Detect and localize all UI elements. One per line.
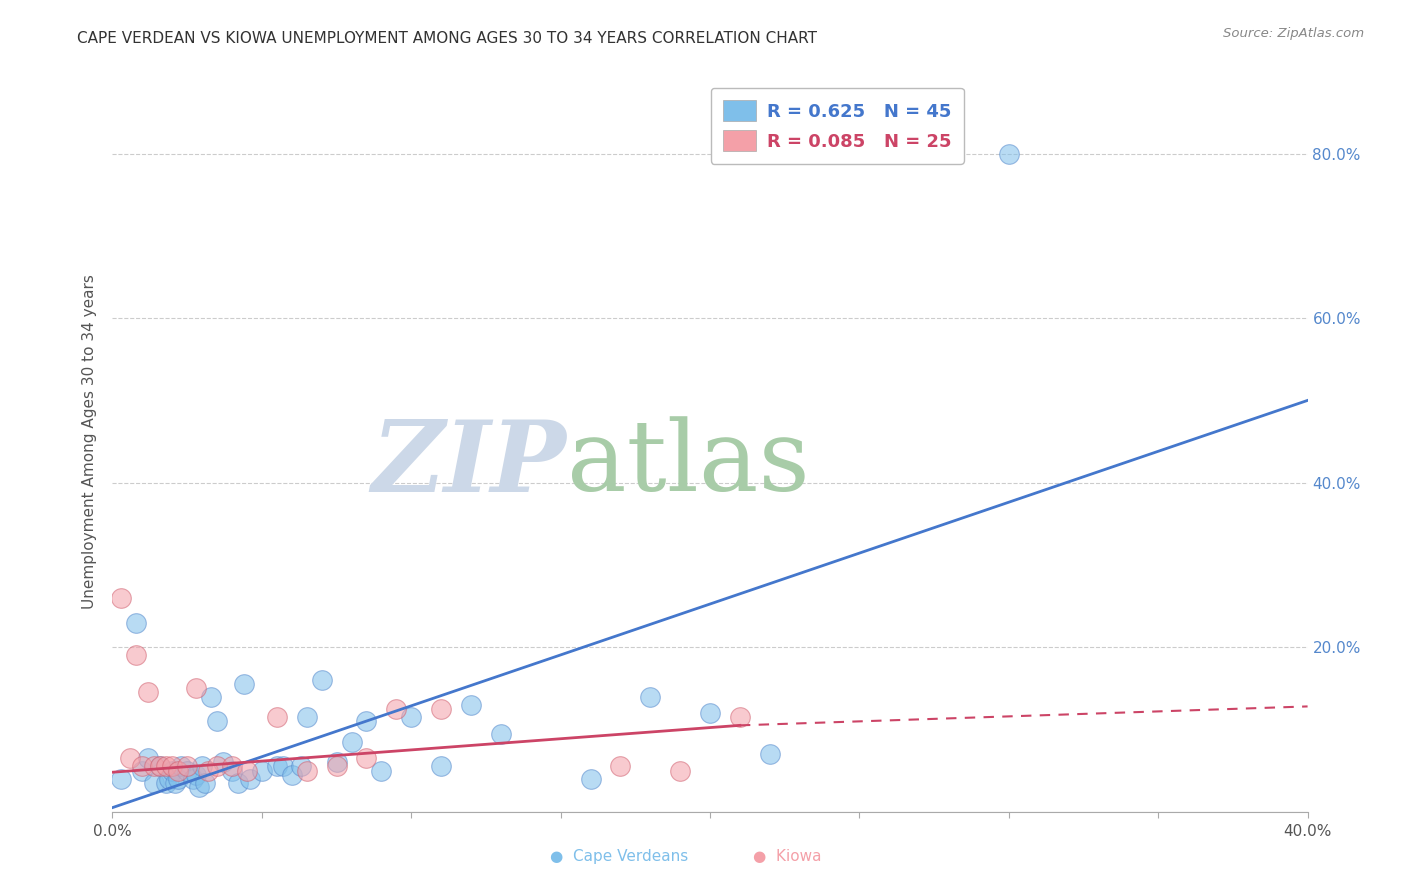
Point xyxy=(110,591,132,605)
Point xyxy=(669,764,692,778)
Point xyxy=(200,690,222,704)
Point xyxy=(401,710,423,724)
Point xyxy=(155,759,177,773)
Text: Source: ZipAtlas.com: Source: ZipAtlas.com xyxy=(1223,27,1364,40)
Point xyxy=(167,772,190,786)
Point xyxy=(385,702,408,716)
Point xyxy=(221,764,243,778)
Text: ZIP: ZIP xyxy=(371,416,567,512)
Point xyxy=(609,759,631,773)
Point xyxy=(205,714,228,729)
Text: CAPE VERDEAN VS KIOWA UNEMPLOYMENT AMONG AGES 30 TO 34 YEARS CORRELATION CHART: CAPE VERDEAN VS KIOWA UNEMPLOYMENT AMONG… xyxy=(77,31,817,46)
Text: atlas: atlas xyxy=(567,416,810,512)
Point xyxy=(186,681,208,696)
Point xyxy=(212,756,235,770)
Point xyxy=(233,677,256,691)
Point xyxy=(143,776,166,790)
Legend: R = 0.625   N = 45, R = 0.085   N = 25: R = 0.625 N = 45, R = 0.085 N = 25 xyxy=(711,87,965,164)
Point xyxy=(188,780,211,794)
Point xyxy=(370,764,392,778)
Point xyxy=(239,772,262,786)
Point xyxy=(640,690,662,704)
Point xyxy=(155,776,177,790)
Point xyxy=(162,759,183,773)
Point xyxy=(138,685,160,699)
Text: ●  Cape Verdeans: ● Cape Verdeans xyxy=(550,849,688,863)
Point xyxy=(149,759,172,773)
Point xyxy=(728,710,751,724)
Point xyxy=(460,698,482,712)
Point xyxy=(356,751,378,765)
Point xyxy=(131,764,153,778)
Point xyxy=(165,776,187,790)
Point xyxy=(176,764,198,778)
Point xyxy=(699,706,721,720)
Point xyxy=(266,759,288,773)
Point xyxy=(221,759,243,773)
Point xyxy=(205,759,228,773)
Point xyxy=(266,710,288,724)
Point xyxy=(271,759,294,773)
Point xyxy=(226,776,249,790)
Point xyxy=(197,764,219,778)
Point xyxy=(579,772,602,786)
Point xyxy=(125,615,148,630)
Point xyxy=(430,759,453,773)
Point xyxy=(295,764,318,778)
Point xyxy=(325,759,347,773)
Point xyxy=(250,764,273,778)
Point xyxy=(340,735,363,749)
Point xyxy=(125,648,148,663)
Point xyxy=(120,751,142,765)
Point xyxy=(998,146,1021,161)
Point xyxy=(281,767,304,781)
Point xyxy=(290,759,312,773)
Point xyxy=(143,759,166,773)
Point xyxy=(181,772,204,786)
Point xyxy=(356,714,378,729)
Point xyxy=(236,764,259,778)
Point xyxy=(759,747,782,761)
Point xyxy=(295,710,318,724)
Point xyxy=(167,764,190,778)
Point xyxy=(110,772,132,786)
Point xyxy=(194,776,217,790)
Point xyxy=(430,702,453,716)
Point xyxy=(311,673,333,687)
Point xyxy=(176,759,198,773)
Point xyxy=(149,759,172,773)
Point xyxy=(325,756,347,770)
Y-axis label: Unemployment Among Ages 30 to 34 years: Unemployment Among Ages 30 to 34 years xyxy=(82,274,97,609)
Point xyxy=(186,767,208,781)
Point xyxy=(138,751,160,765)
Point xyxy=(170,759,193,773)
Point xyxy=(157,772,180,786)
Point xyxy=(191,759,214,773)
Point xyxy=(162,764,183,778)
Point xyxy=(489,726,512,740)
Text: ●  Kiowa: ● Kiowa xyxy=(754,849,821,863)
Point xyxy=(131,759,153,773)
